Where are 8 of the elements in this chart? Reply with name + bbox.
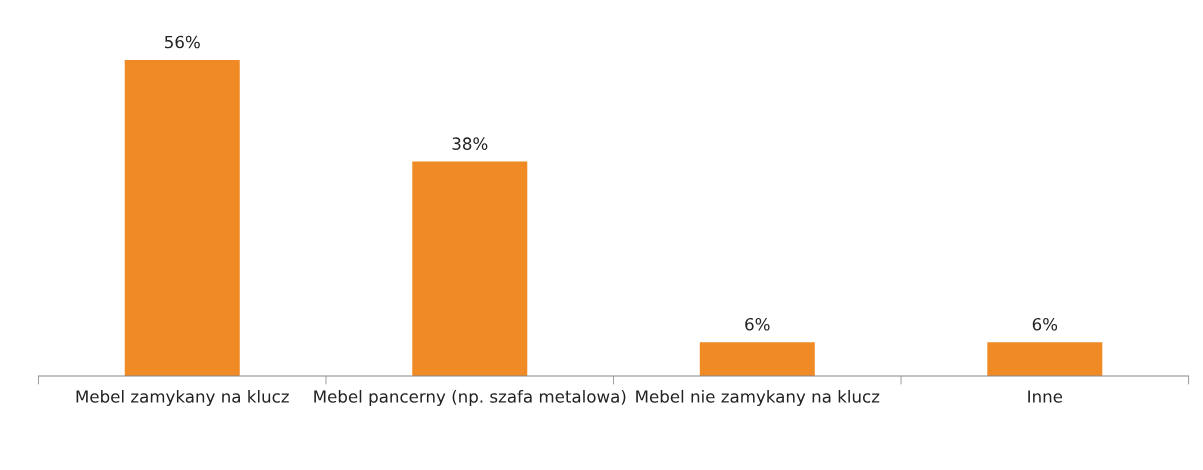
x-tick-label: Mebel zamykany na klucz [76,389,289,407]
x-tick-label: Inne [1028,390,1063,403]
data-label: 38% [452,137,488,150]
data-label: 6% [745,317,770,331]
x-tick-label: Mebel nie zamykany na klucz [636,389,880,407]
data-label: 6% [1032,317,1058,331]
x-tick-label: Mebel pancerny (np. szafa metalowa) [314,389,626,407]
data-label: 56% [165,35,200,49]
